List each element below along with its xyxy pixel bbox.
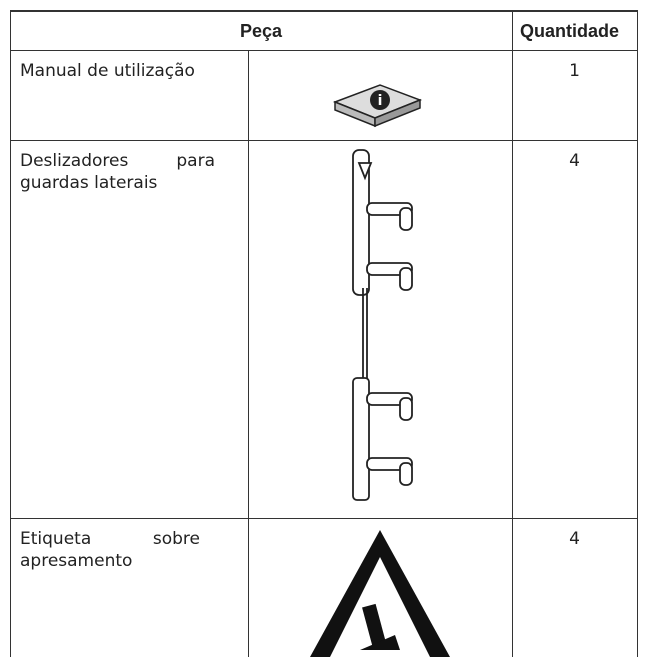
border [10,10,11,657]
manual-icon: i [332,84,423,128]
part-name: Etiqueta sobre apresamento [20,529,200,571]
border [10,10,638,12]
border [10,518,638,519]
quantity: 4 [569,151,580,171]
slider-icon [352,149,413,501]
header-cell: Peça [239,21,283,41]
quantity: 4 [569,529,580,549]
svg-text:i: i [378,93,383,109]
border [248,50,249,657]
border [10,140,638,141]
border [637,10,638,657]
warning-icon [310,530,450,657]
border [512,10,513,657]
border [10,50,638,51]
quantity: 1 [569,61,580,81]
part-name: Manual de utilização [20,61,195,81]
part-name: Deslizadores para guardas laterais [20,151,215,193]
header-cell: Quantidade [520,21,620,41]
